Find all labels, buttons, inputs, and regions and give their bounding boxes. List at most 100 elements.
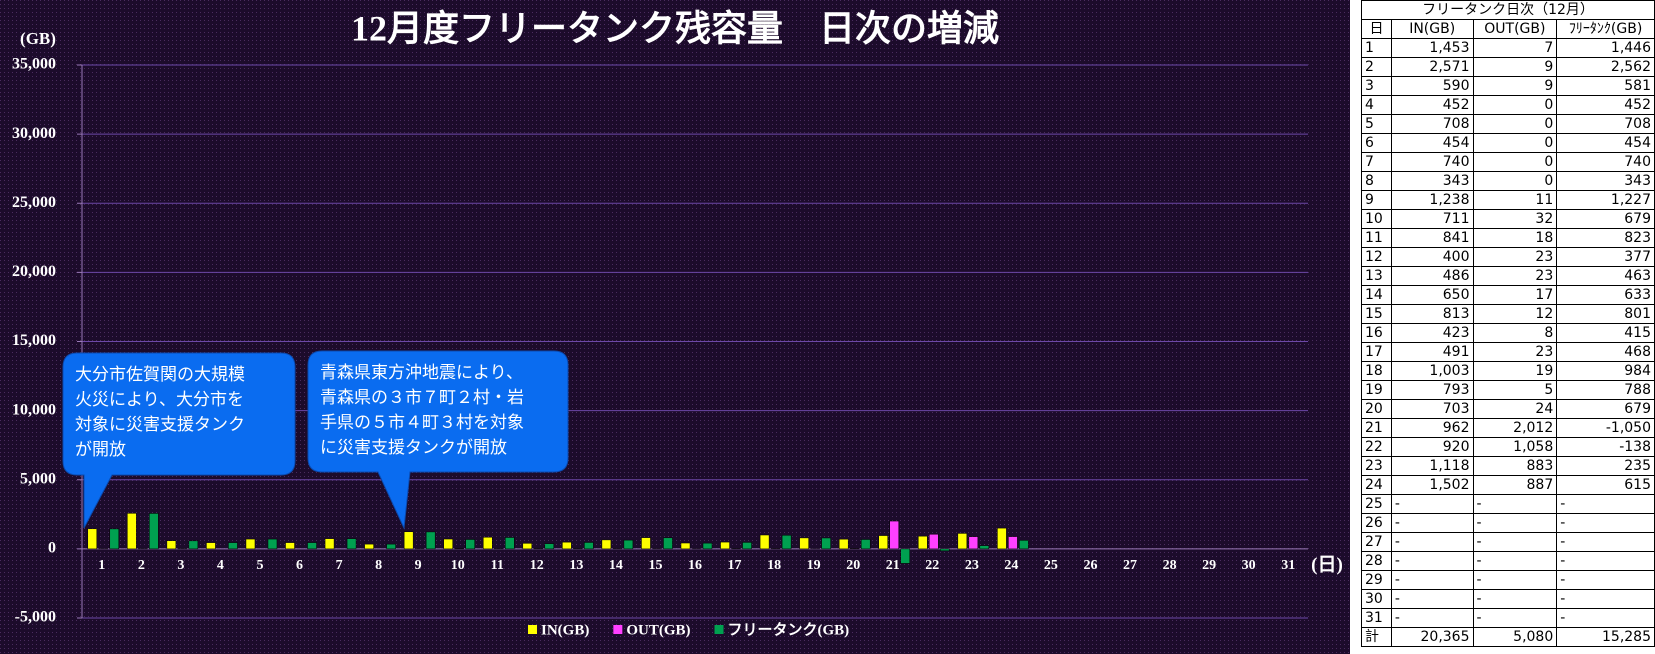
table-cell: 1,453 bbox=[1390, 38, 1474, 58]
bar bbox=[403, 531, 414, 550]
table-row: 14 650 17 633 bbox=[1361, 285, 1655, 305]
table-cell: - bbox=[1390, 513, 1474, 533]
y-tick-label: -5,000 bbox=[15, 609, 56, 626]
bar bbox=[149, 513, 159, 550]
bar bbox=[364, 543, 374, 550]
table-cell: - bbox=[1472, 513, 1558, 533]
table-cell: 343 bbox=[1390, 171, 1474, 191]
table-cell: 1,058 bbox=[1472, 437, 1558, 457]
table-cell: - bbox=[1556, 513, 1655, 533]
x-tick-label: 6 bbox=[296, 558, 303, 573]
table-row: 16 423 8 415 bbox=[1361, 323, 1655, 343]
table-cell: - bbox=[1472, 494, 1558, 514]
x-tick-label: 8 bbox=[375, 558, 382, 573]
table-cell: 740 bbox=[1556, 152, 1655, 172]
y-tick-label: 5,000 bbox=[20, 470, 56, 487]
bar bbox=[505, 537, 515, 550]
bar bbox=[702, 542, 713, 550]
table-cell: 708 bbox=[1390, 114, 1474, 134]
table-cell: 13 bbox=[1361, 266, 1392, 286]
bar bbox=[285, 542, 295, 550]
table-cell: 679 bbox=[1556, 399, 1655, 419]
x-tick-label: 14 bbox=[609, 558, 623, 573]
callout-text: 大分市佐賀関の大規模 bbox=[75, 365, 245, 385]
bar bbox=[307, 542, 317, 550]
table-cell: 24 bbox=[1472, 399, 1558, 419]
table-cell: 454 bbox=[1390, 133, 1474, 153]
x-tick-label: 10 bbox=[451, 558, 465, 573]
y-tick-label: 20,000 bbox=[12, 263, 56, 280]
table-cell: -1,050 bbox=[1556, 418, 1655, 438]
table-cell: - bbox=[1390, 551, 1474, 571]
x-tick-label: 11 bbox=[491, 558, 504, 573]
bar bbox=[425, 531, 436, 550]
chart-title: 12月度フリータンク残容量 日次の増減 bbox=[351, 8, 999, 48]
table-cell: 27 bbox=[1361, 532, 1392, 552]
table-cell: 740 bbox=[1390, 152, 1474, 172]
table-row: 25- - - bbox=[1361, 494, 1655, 514]
table-cell: 788 bbox=[1556, 380, 1655, 400]
table-cell: - bbox=[1390, 570, 1474, 590]
table-cell: 377 bbox=[1556, 247, 1655, 267]
table-row: 10 711 32 679 bbox=[1361, 209, 1655, 229]
table-cell: 15,285 bbox=[1556, 627, 1655, 647]
table-cell: 9 bbox=[1472, 76, 1558, 96]
table-cell: 6 bbox=[1361, 133, 1392, 153]
table-row: 23 1,118 883 235 bbox=[1361, 456, 1655, 476]
table-cell: - bbox=[1472, 551, 1558, 571]
x-tick-label: 16 bbox=[688, 558, 702, 573]
table-cell: 11 bbox=[1472, 190, 1558, 210]
table-cell: 1,118 bbox=[1390, 456, 1474, 476]
bar bbox=[87, 528, 98, 550]
callout-text: 火災により、大分市を bbox=[75, 390, 244, 410]
table-cell: 15 bbox=[1361, 304, 1392, 324]
table-cell: 12 bbox=[1472, 304, 1558, 324]
table-cell: 9 bbox=[1361, 190, 1392, 210]
table-row: 30- - - bbox=[1361, 589, 1655, 609]
table-cell: 18 bbox=[1361, 361, 1392, 381]
table-cell: 920 bbox=[1390, 437, 1474, 457]
bar bbox=[188, 540, 199, 550]
bar bbox=[228, 542, 238, 550]
bar bbox=[166, 540, 177, 550]
table-cell: 343 bbox=[1556, 171, 1655, 191]
table-cell: 11 bbox=[1361, 228, 1392, 248]
table-cell: 1,003 bbox=[1390, 361, 1474, 381]
table-cell: IN(GB) bbox=[1390, 19, 1474, 39]
table-cell: - bbox=[1390, 494, 1474, 514]
table-cell: 17 bbox=[1361, 342, 1392, 362]
table-cell: - bbox=[1390, 608, 1474, 628]
table-cell: 703 bbox=[1390, 399, 1474, 419]
table-cell: 0 bbox=[1472, 95, 1558, 115]
x-tick-label: 20 bbox=[846, 558, 860, 573]
table-cell: 7 bbox=[1472, 38, 1558, 58]
table-row: 22 920 1,058 -138 bbox=[1361, 437, 1655, 457]
x-tick-label: 18 bbox=[767, 558, 781, 573]
table-cell: 679 bbox=[1556, 209, 1655, 229]
legend-label: IN(GB) bbox=[541, 622, 589, 638]
x-tick-label: 13 bbox=[569, 558, 583, 573]
table-cell: 8 bbox=[1361, 171, 1392, 191]
table-cell: ﾌﾘｰﾀﾝｸ(GB) bbox=[1556, 19, 1655, 39]
x-tick-label: 21 bbox=[886, 558, 900, 573]
bar bbox=[465, 539, 475, 550]
table-cell: 25 bbox=[1361, 494, 1392, 514]
x-axis-label: (日) bbox=[1311, 554, 1343, 575]
table-row: 13 486 23 463 bbox=[1361, 266, 1655, 286]
bar bbox=[742, 542, 752, 550]
table-cell: 615 bbox=[1556, 475, 1655, 495]
table-title-row: フリータンク日次（12月） bbox=[1361, 0, 1655, 20]
x-tick-label: 3 bbox=[177, 558, 184, 573]
table-cell: 16 bbox=[1361, 323, 1392, 343]
data-table: フリータンク日次（12月）日 IN(GB) OUT(GB) ﾌﾘｰﾀﾝｸ(GB) 1 1,… bbox=[1361, 0, 1655, 647]
bar bbox=[267, 538, 278, 550]
bar bbox=[957, 533, 968, 550]
bar bbox=[781, 535, 792, 550]
x-tick-label: 23 bbox=[965, 558, 979, 573]
table-cell: 31 bbox=[1361, 608, 1392, 628]
x-tick-label: 2 bbox=[138, 558, 145, 573]
bar bbox=[245, 538, 256, 550]
table-cell: 883 bbox=[1472, 456, 1558, 476]
bar bbox=[997, 527, 1007, 550]
bar bbox=[562, 541, 572, 550]
